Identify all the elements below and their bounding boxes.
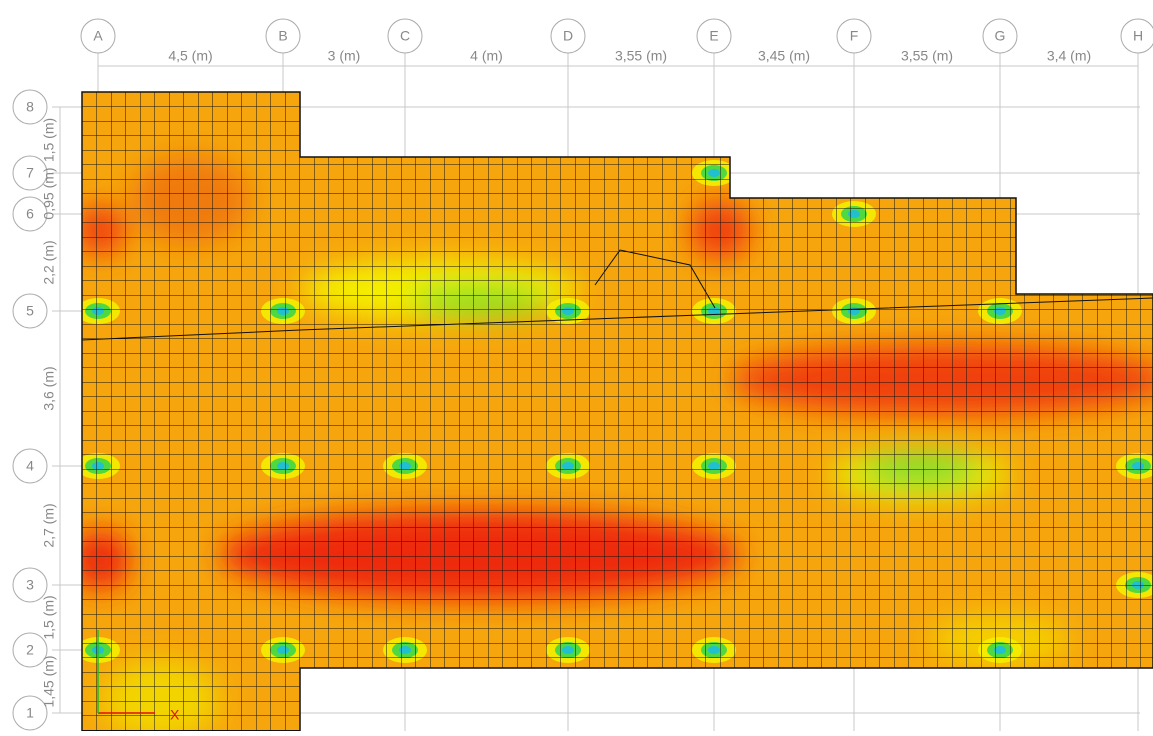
row-label: 4 <box>26 458 34 474</box>
y-spacing-label: 1,45 (m) <box>41 655 57 707</box>
y-spacing-label: 2,2 (m) <box>41 240 57 284</box>
x-spacing-label: 3 (m) <box>328 48 361 64</box>
column-label: B <box>278 28 287 44</box>
column-label: H <box>1133 28 1143 44</box>
column-label: C <box>400 28 410 44</box>
y-spacing-label: 1,5 (m) <box>41 595 57 639</box>
row-label: 7 <box>26 165 34 181</box>
x-spacing-label: 3,45 (m) <box>758 48 810 64</box>
y-spacing-label: 3,6 (m) <box>41 366 57 410</box>
row-label: 5 <box>26 303 34 319</box>
x-spacing-label: 4 (m) <box>470 48 503 64</box>
column-label: A <box>93 28 103 44</box>
x-spacing-label: 3,55 (m) <box>901 48 953 64</box>
column-label: F <box>850 28 859 44</box>
column-label: G <box>995 28 1006 44</box>
axis-label: X <box>170 707 180 723</box>
row-label: 8 <box>26 99 34 115</box>
x-spacing-label: 3,55 (m) <box>615 48 667 64</box>
slab-contour <box>70 90 1153 731</box>
column-label: E <box>709 28 718 44</box>
y-spacing-label: 0,95 (m) <box>41 167 57 219</box>
model-view: A B C D E F G H 4,5 (m) 3 (m) 4 (m) 3,55 (m) 3,45 (m… <box>0 0 1153 731</box>
y-spacing-label: 2,7 (m) <box>41 503 57 547</box>
x-spacing-label: 3,4 (m) <box>1047 48 1091 64</box>
y-spacing-label: 1,5 (m) <box>41 118 57 162</box>
row-label: 1 <box>26 705 34 721</box>
row-label: 3 <box>26 577 34 593</box>
column-label: D <box>563 28 573 44</box>
row-label: 6 <box>26 206 34 222</box>
row-label: 2 <box>26 642 34 658</box>
x-spacing-label: 4,5 (m) <box>168 48 212 64</box>
